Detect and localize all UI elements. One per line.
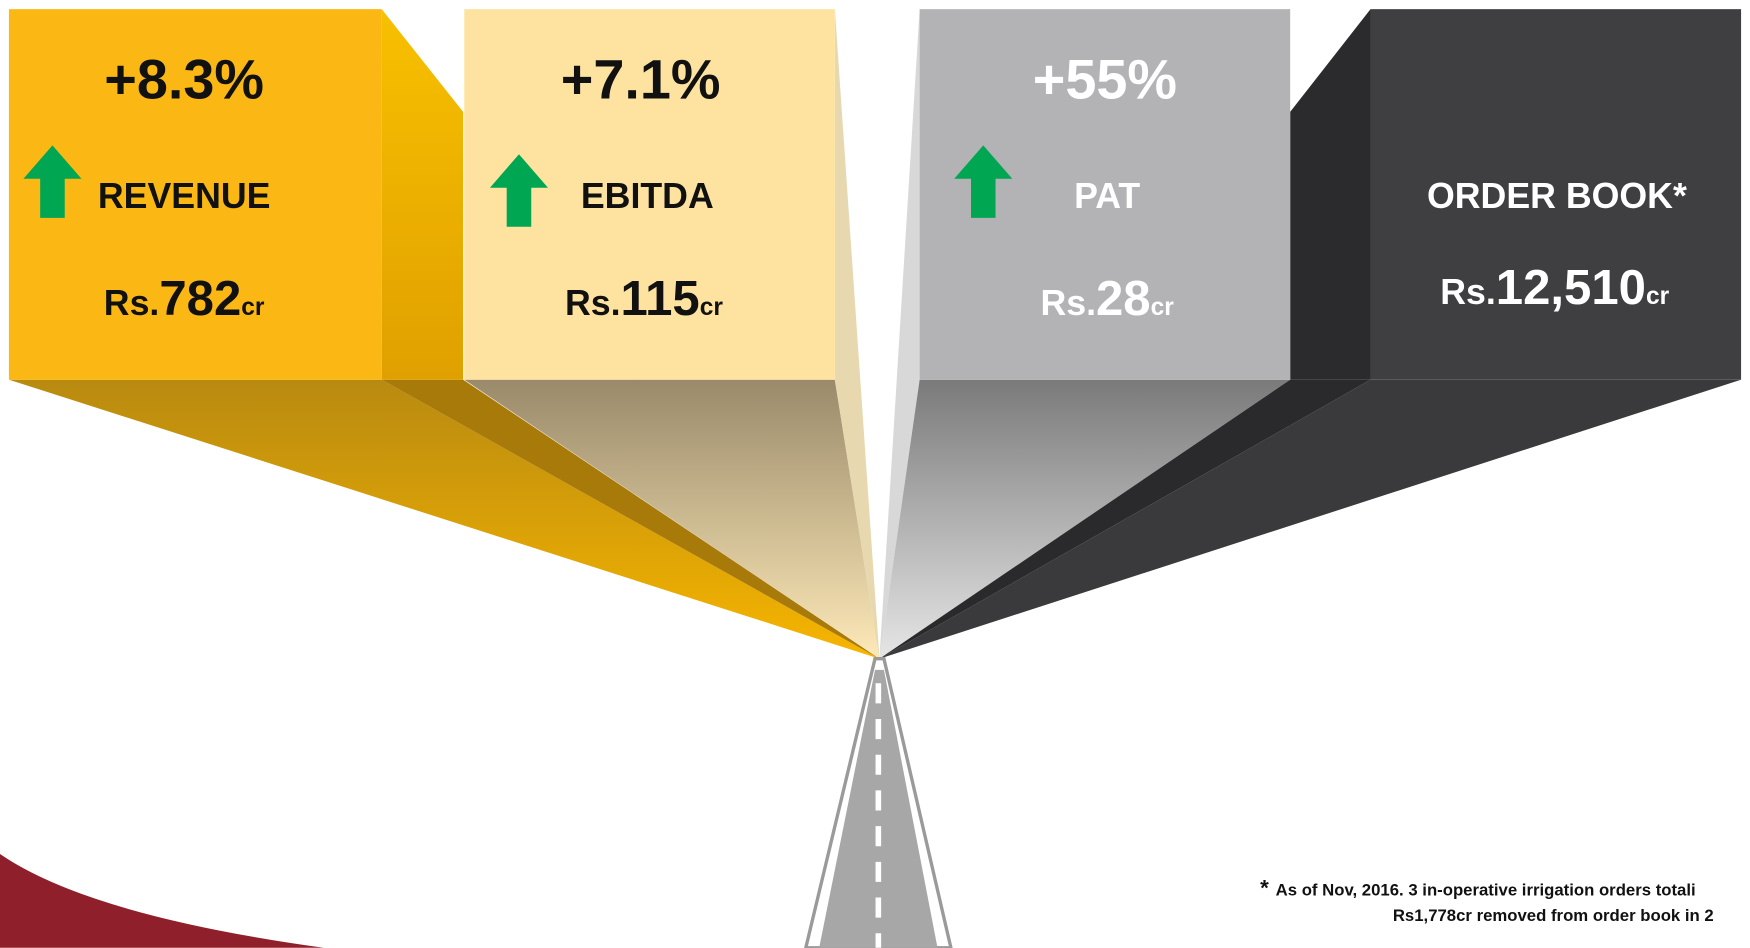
- unit: cr: [1646, 283, 1670, 310]
- value: Rs.115cr: [565, 272, 723, 326]
- change: +7.1%: [561, 47, 721, 110]
- up-arrow: [954, 145, 1013, 218]
- change: +8.3%: [104, 47, 264, 110]
- unit: cr: [700, 294, 724, 321]
- footnote-line: As of Nov, 2016. 3 in-operative irrigati…: [1276, 880, 1696, 899]
- fan: [834, 9, 880, 659]
- unit: cr: [1151, 294, 1175, 321]
- footnote-mark: *: [1260, 875, 1269, 900]
- prefix: Rs.: [1040, 283, 1096, 323]
- footnote-line: Rs1,778cr removed from order book in 2: [1393, 906, 1714, 925]
- card: [1370, 9, 1742, 380]
- value: Rs.12,510cr: [1440, 261, 1669, 315]
- amount: 28: [1096, 272, 1151, 326]
- prefix: Rs.: [104, 283, 160, 323]
- label: PAT: [1074, 176, 1140, 216]
- amount: 12,510: [1496, 261, 1646, 315]
- value: Rs.28cr: [1040, 272, 1174, 326]
- amount: 115: [621, 272, 700, 326]
- up-arrow: [23, 145, 82, 218]
- fan: [879, 9, 920, 659]
- card-side: [381, 9, 464, 380]
- decor-swoosh: [0, 854, 324, 948]
- change: +55%: [1033, 47, 1177, 110]
- value: Rs.782cr: [104, 272, 265, 326]
- prefix: Rs.: [565, 283, 621, 323]
- label: REVENUE: [98, 176, 271, 216]
- prefix: Rs.: [1440, 272, 1496, 312]
- amount: 782: [159, 272, 241, 326]
- unit: cr: [241, 294, 265, 321]
- card: [8, 9, 382, 380]
- label: ORDER BOOK*: [1427, 176, 1687, 216]
- card-side: [1290, 9, 1371, 380]
- up-arrow: [489, 154, 548, 227]
- label: EBITDA: [581, 176, 714, 216]
